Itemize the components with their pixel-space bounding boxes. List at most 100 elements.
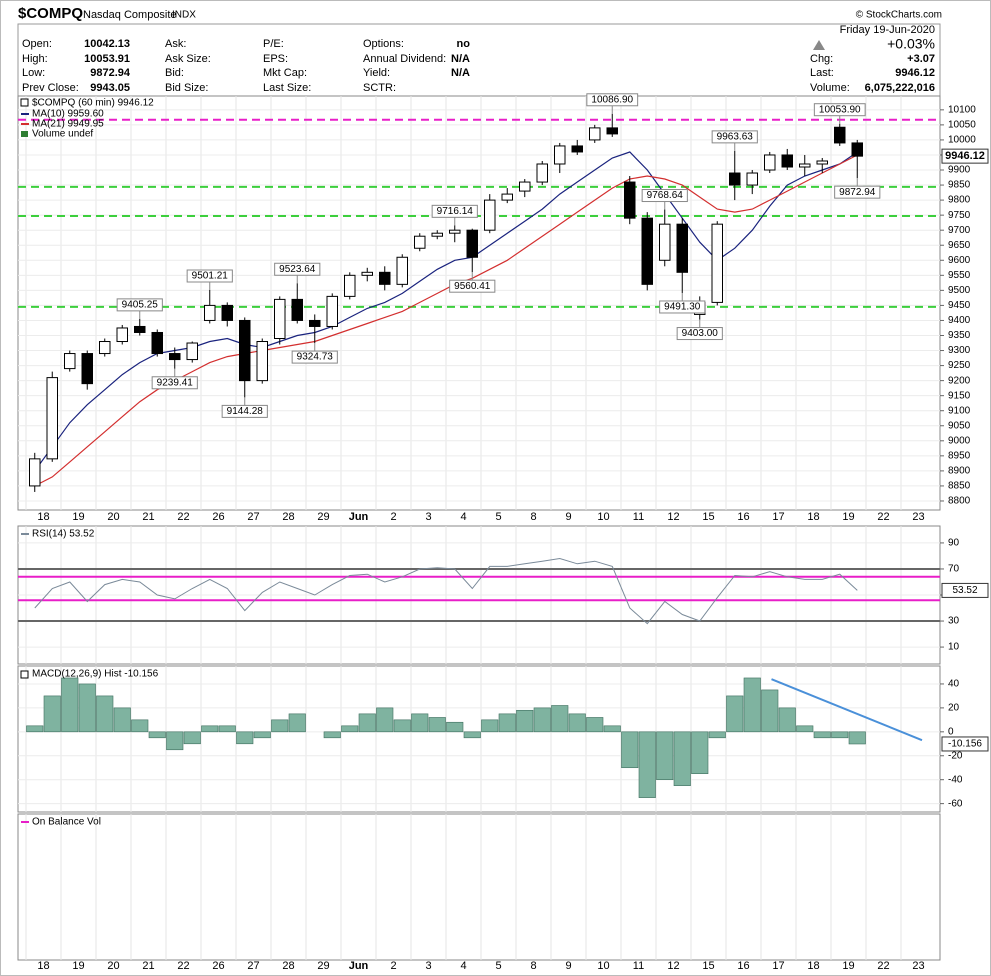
x-tick-label: 18 xyxy=(807,960,819,972)
field-label: Last Size: xyxy=(263,82,311,94)
histogram-bar xyxy=(341,725,359,733)
legend-title: $COMPQ (60 min) 9946.12 xyxy=(32,98,154,109)
x-tick-label: 12 xyxy=(667,960,679,972)
y-tick-label: 9250 xyxy=(948,360,971,371)
source: © StockCharts.com xyxy=(856,10,942,21)
candle-body xyxy=(834,126,846,144)
x-tick-label: 2 xyxy=(390,511,396,523)
y-tick-label: 40 xyxy=(948,679,960,690)
histogram-bar xyxy=(743,677,761,733)
x-tick-label: 16 xyxy=(737,960,749,972)
panel-title: On Balance Vol xyxy=(32,817,101,828)
field-value: N/A xyxy=(451,67,470,79)
histogram-bar xyxy=(218,725,236,733)
x-tick-label: 5 xyxy=(495,960,501,972)
annotation: 9872.94 xyxy=(839,187,876,198)
y-tick-label: 8900 xyxy=(948,466,971,477)
candle-body xyxy=(116,327,128,343)
quote-value: +3.07 xyxy=(907,53,935,65)
candle-body xyxy=(99,341,111,355)
histogram-bar xyxy=(376,707,394,733)
y-tick-label: 10100 xyxy=(948,104,976,115)
x-tick-label: 19 xyxy=(72,960,84,972)
candle-body xyxy=(186,342,198,361)
index-name: Nasdaq Composite xyxy=(83,9,177,21)
y-tick-label: 9200 xyxy=(948,375,971,386)
x-tick-label: 27 xyxy=(247,511,259,523)
candle-body xyxy=(554,145,566,165)
annotation: 9144.28 xyxy=(227,406,264,417)
y-tick-label: 90 xyxy=(948,538,960,549)
legend-icon xyxy=(21,131,28,137)
histogram-bar xyxy=(323,731,341,739)
candle-body xyxy=(431,232,443,237)
x-tick-label: 29 xyxy=(317,511,329,523)
value-tag-text: 9946.12 xyxy=(945,150,985,162)
histogram-bar xyxy=(621,731,639,769)
field-value: N/A xyxy=(451,53,470,65)
histogram-bar xyxy=(691,731,709,775)
x-tick-label: 23 xyxy=(912,511,924,523)
candle-body xyxy=(606,127,618,135)
quote-value: 9946.12 xyxy=(895,67,935,79)
value-tag xyxy=(941,148,989,164)
value-tag xyxy=(941,582,989,598)
x-tick-label: 12 xyxy=(667,511,679,523)
y-tick-label: 8950 xyxy=(948,450,971,461)
annotation-box xyxy=(431,204,478,218)
annotation: 10086.90 xyxy=(591,94,633,105)
value-tag-text: -10.156 xyxy=(948,739,982,750)
x-tick-label: 21 xyxy=(142,511,154,523)
annotation: 9768.64 xyxy=(647,190,684,201)
histogram-bar xyxy=(568,713,586,733)
quote-value: 10053.91 xyxy=(84,53,130,65)
candle-body xyxy=(659,223,671,261)
x-tick-label: 28 xyxy=(282,511,294,523)
histogram-bar xyxy=(586,717,604,733)
candle-body xyxy=(729,172,741,186)
x-tick-label: 15 xyxy=(702,511,714,523)
annotation: 9501.21 xyxy=(192,271,229,282)
histogram-bar xyxy=(61,677,79,733)
candle-body xyxy=(816,160,828,165)
y-tick-label: 9700 xyxy=(948,225,971,236)
histogram-bar xyxy=(498,713,516,733)
annotation: 9716.14 xyxy=(437,206,474,217)
x-tick-label: 9 xyxy=(565,960,571,972)
panel-title: MACD(12,26,9) Hist -10.156 xyxy=(32,669,159,680)
histogram-bar xyxy=(481,719,499,733)
annotation-box xyxy=(221,404,268,418)
candle-body xyxy=(309,319,321,327)
x-tick-label: 9 xyxy=(565,511,571,523)
candle-body xyxy=(379,271,391,285)
candle-body xyxy=(484,199,496,231)
legend-entry: MA(21) 9949.95 xyxy=(32,119,104,130)
annotation-box xyxy=(274,262,321,276)
candle-body xyxy=(711,223,723,303)
candle-body xyxy=(239,319,251,382)
quote-label: Chg: xyxy=(810,53,833,65)
histogram-bar xyxy=(656,731,674,780)
panel xyxy=(17,813,941,961)
x-tick-label: 15 xyxy=(702,960,714,972)
field-label: Mkt Cap: xyxy=(263,67,307,79)
annotation: 9560.41 xyxy=(454,281,491,292)
y-tick-label: 9600 xyxy=(948,255,971,266)
histogram-bar xyxy=(778,707,796,733)
quote-value: 9943.05 xyxy=(90,82,130,94)
x-tick-label: 4 xyxy=(460,511,466,523)
candle-body xyxy=(764,154,776,171)
quote-value: 6,075,222,016 xyxy=(865,82,935,94)
candle-body xyxy=(851,142,863,157)
quote-box xyxy=(17,23,941,97)
histogram-bar xyxy=(393,719,411,733)
histogram-bar xyxy=(148,731,166,739)
panel-title: RSI(14) 53.52 xyxy=(32,529,95,540)
x-tick-label: 21 xyxy=(142,960,154,972)
annotation-box xyxy=(116,298,163,312)
field-value: no xyxy=(457,38,471,50)
quote-value: 10042.13 xyxy=(84,38,130,50)
candle-body xyxy=(641,217,653,285)
annotation: 9491.30 xyxy=(664,302,701,313)
x-tick-label: 10 xyxy=(597,960,609,972)
